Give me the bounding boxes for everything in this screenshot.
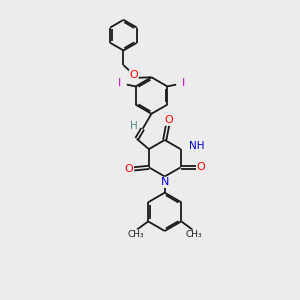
Text: O: O: [165, 115, 173, 125]
Text: O: O: [197, 162, 206, 172]
Text: O: O: [129, 70, 138, 80]
Text: I: I: [118, 79, 121, 88]
Text: CH₃: CH₃: [185, 230, 202, 239]
Text: O: O: [124, 164, 133, 174]
Text: N: N: [160, 177, 169, 188]
Text: CH₃: CH₃: [128, 230, 144, 239]
Text: H: H: [130, 122, 138, 131]
Text: I: I: [182, 79, 185, 88]
Text: NH: NH: [189, 141, 204, 151]
